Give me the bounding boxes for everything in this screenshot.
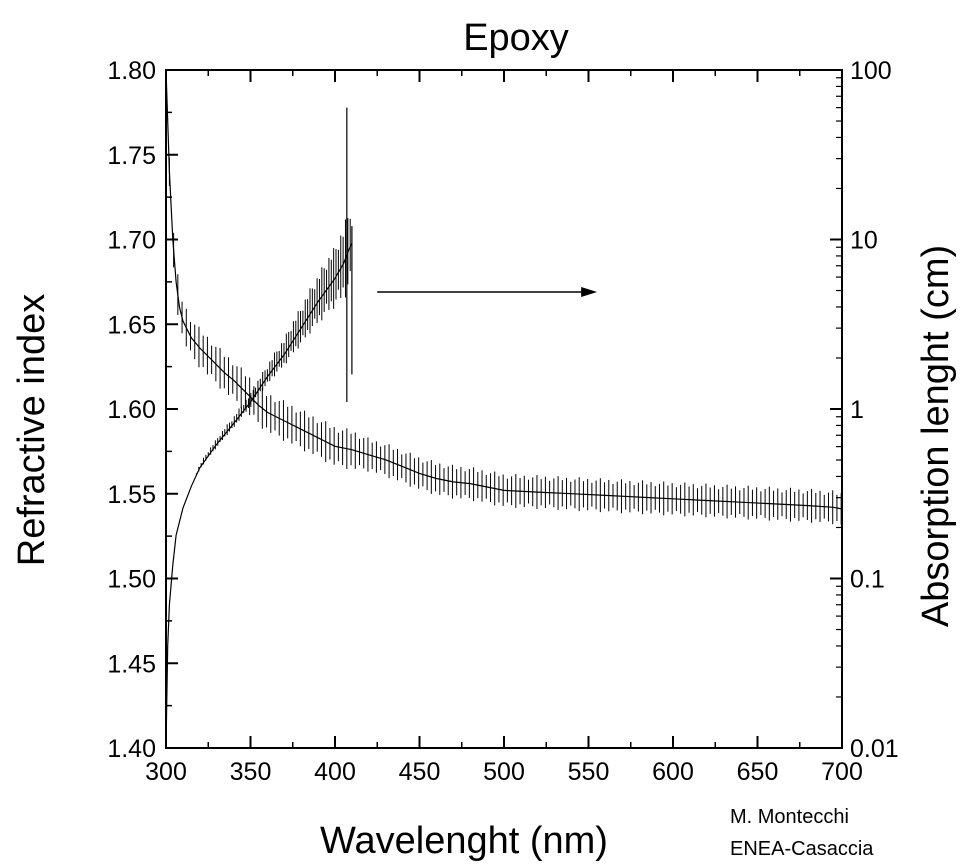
x-tick-label: 450 bbox=[399, 758, 441, 786]
y-axis-ticks: 1.40 1.45 1.50 1.55 1.60 1.65 1.70 1.75 1.80 bbox=[107, 57, 178, 763]
y2-axis-ticks: 0.01 0.1 1 10 100 bbox=[830, 57, 899, 763]
x-tick-label: 700 bbox=[821, 758, 863, 786]
x-axis-ticks: 300 350 400 450 500 550 600 650 700 bbox=[145, 70, 863, 786]
y2-tick-label: 1 bbox=[850, 396, 864, 424]
y-tick-label: 1.55 bbox=[107, 481, 156, 509]
x-tick-label: 600 bbox=[652, 758, 694, 786]
x-tick-label: 550 bbox=[568, 758, 610, 786]
y-tick-label: 1.65 bbox=[107, 311, 156, 339]
credit-author: M. Montecchi bbox=[730, 806, 849, 828]
y2-axis-title: Absorption lenght (cm) bbox=[915, 245, 957, 627]
x-tick-label: 500 bbox=[483, 758, 525, 786]
y-axis-title: Refractive index bbox=[11, 294, 53, 566]
arrow-head bbox=[581, 287, 598, 298]
y-tick-label: 1.80 bbox=[107, 57, 156, 85]
y-tick-label: 1.70 bbox=[107, 227, 156, 255]
x-tick-label: 350 bbox=[230, 758, 272, 786]
annotations bbox=[377, 287, 598, 298]
chart-title: Epoxy bbox=[463, 17, 569, 59]
y-tick-label: 1.50 bbox=[107, 566, 156, 594]
absorption-length-line bbox=[165, 243, 353, 749]
x-tick-label: 300 bbox=[145, 758, 187, 786]
refractive-index-series bbox=[165, 69, 843, 525]
absorption-length-series bbox=[165, 107, 353, 749]
x-axis-title: Wavelenght (nm) bbox=[320, 820, 608, 862]
y-tick-label: 1.75 bbox=[107, 142, 156, 170]
y2-tick-label: 0.01 bbox=[850, 735, 899, 763]
y2-tick-label: 10 bbox=[850, 227, 878, 255]
refractive-index-line bbox=[165, 69, 843, 510]
y-tick-label: 1.60 bbox=[107, 396, 156, 424]
x-tick-label: 650 bbox=[737, 758, 779, 786]
y2-tick-label: 0.1 bbox=[850, 566, 885, 594]
y-tick-label: 1.40 bbox=[107, 735, 156, 763]
plot-frame bbox=[165, 69, 843, 749]
y2-tick-label: 100 bbox=[850, 57, 892, 85]
y-tick-label: 1.45 bbox=[107, 650, 156, 678]
x-tick-label: 400 bbox=[314, 758, 356, 786]
credit-institution: ENEA-Casaccia bbox=[730, 838, 874, 860]
